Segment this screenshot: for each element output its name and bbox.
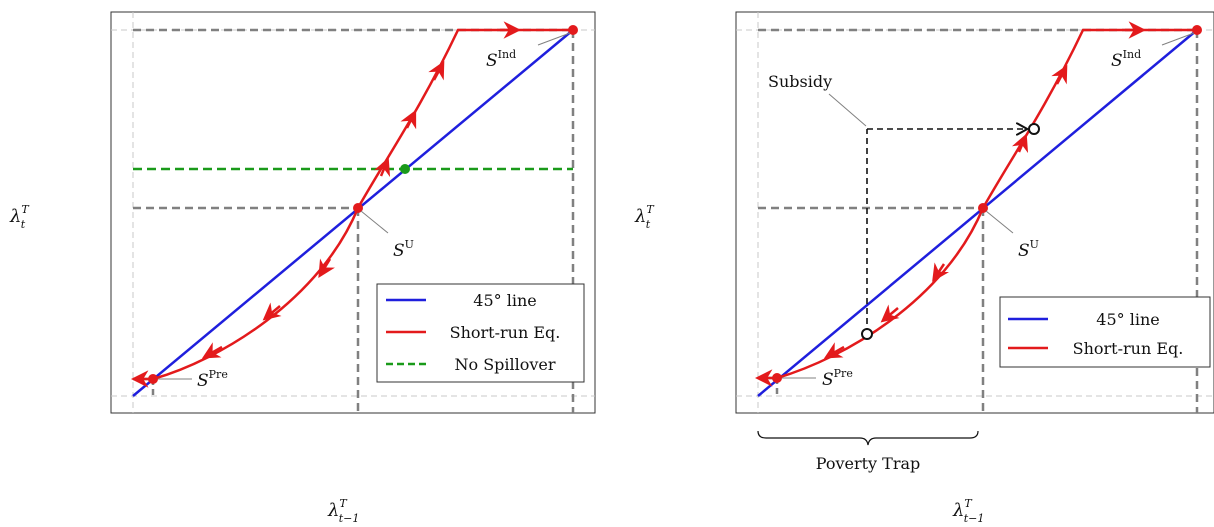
right-label-pre: SPre <box>822 367 853 390</box>
right-arrow-5 <box>1011 133 1029 154</box>
right-y-axis-label: λT t <box>634 203 655 231</box>
right-subsidy-start-point <box>861 328 873 340</box>
left-label-u: SU <box>393 238 414 261</box>
right-subsidy-end-point <box>1028 123 1040 135</box>
left-arrow-3 <box>201 342 223 359</box>
left-legend-label-45: 45° line <box>473 291 536 310</box>
left-legend-label-short-run: Short-run Eq. <box>450 323 561 342</box>
right-legend-box <box>999 296 1211 368</box>
right-label-subsidy: Subsidy <box>768 72 832 91</box>
left-arrow-1 <box>318 258 335 278</box>
right-arrow-2 <box>880 304 900 323</box>
right-arrow-1 <box>932 262 950 282</box>
right-point-pre <box>772 373 782 383</box>
right-label-u: SU <box>1018 238 1039 261</box>
right-pointer-ind <box>1161 32 1195 46</box>
left-point-pre <box>148 374 158 384</box>
right-brace-label: Poverty Trap <box>816 454 921 473</box>
left-label-pre: SPre <box>197 368 228 391</box>
left-label-ind: SInd <box>486 48 516 71</box>
left-arrow-6 <box>400 109 417 130</box>
right-label-ind: SInd <box>1111 48 1141 71</box>
left-point-u <box>353 203 363 213</box>
right-poverty-trap-brace <box>757 430 979 446</box>
left-legend-label-no-spillover: No Spillover <box>454 355 555 374</box>
right-legend: 45° line Short-run Eq. <box>999 296 1211 368</box>
left-x-axis-label: λT t−1 <box>327 497 359 525</box>
right-pointer-u <box>985 210 1014 234</box>
left-frame <box>110 11 596 414</box>
right-arrow-6 <box>1051 64 1068 85</box>
right-legend-label-45: 45° line <box>1096 310 1159 329</box>
left-point-ind <box>568 25 578 35</box>
right-arrow-3 <box>823 342 845 359</box>
left-pointer-ind <box>537 32 571 46</box>
left-point-no-spillover <box>400 164 410 174</box>
right-pointer-subsidy <box>828 93 867 127</box>
left-panel: SPre SU SInd 45° line Short-run Eq. No S… <box>9 11 596 525</box>
left-y-axis-label: λT t <box>9 203 30 231</box>
left-pointer-u <box>360 210 389 234</box>
left-arrow-7 <box>428 60 445 81</box>
left-arrow-5 <box>373 157 391 178</box>
right-panel: Subsidy SPre SU SInd 45° line Short-run … <box>634 11 1214 525</box>
right-legend-label-short-run: Short-run Eq. <box>1073 339 1184 358</box>
left-arrow-2 <box>262 302 282 321</box>
right-frame <box>735 11 1214 414</box>
right-point-u <box>978 203 988 213</box>
right-45-degree-line <box>757 29 1198 397</box>
left-45-degree-line <box>132 29 574 397</box>
right-point-ind <box>1192 25 1202 35</box>
left-legend: 45° line Short-run Eq. No Spillover <box>376 283 585 383</box>
right-x-axis-label: λT t−1 <box>952 497 984 525</box>
